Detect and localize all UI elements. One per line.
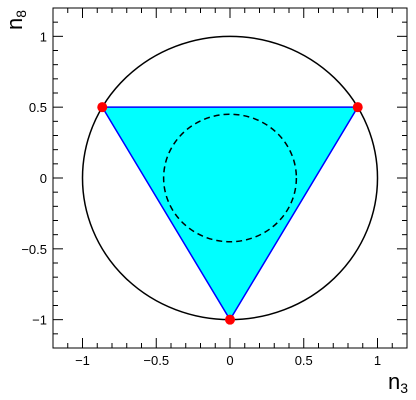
y-axis-label-subscript: 8	[13, 10, 29, 18]
x-axis-ticks: −1 −0.5 0 0.5 1	[52, 8, 408, 368]
data-point-3	[225, 314, 235, 325]
y-axis-label: n8	[2, 10, 29, 30]
x-axis-label: n3	[388, 369, 408, 396]
y-tick-label: 1	[40, 29, 47, 44]
y-axis-label-main: n	[2, 18, 27, 30]
y-tick-label: 0	[40, 171, 47, 186]
y-tick-label: −0.5	[21, 242, 47, 257]
data-point-1	[97, 102, 108, 113]
x-tick-label: −0.5	[143, 353, 169, 368]
y-tick-label: −1	[32, 313, 47, 328]
data-point-2	[352, 102, 363, 113]
x-tick-label: 0.5	[295, 353, 313, 368]
plot-area	[81, 35, 379, 325]
x-axis-label-main: n	[388, 369, 400, 394]
x-tick-label: −1	[75, 353, 90, 368]
y-tick-label: 0.5	[29, 100, 47, 115]
inner-circle	[162, 113, 298, 243]
x-tick-label: 1	[374, 353, 381, 368]
x-tick-label: 0	[226, 353, 233, 368]
y-axis-ticks: −1 −0.5 0 0.5 1	[21, 7, 407, 349]
x-axis-label-subscript: 3	[400, 380, 408, 396]
